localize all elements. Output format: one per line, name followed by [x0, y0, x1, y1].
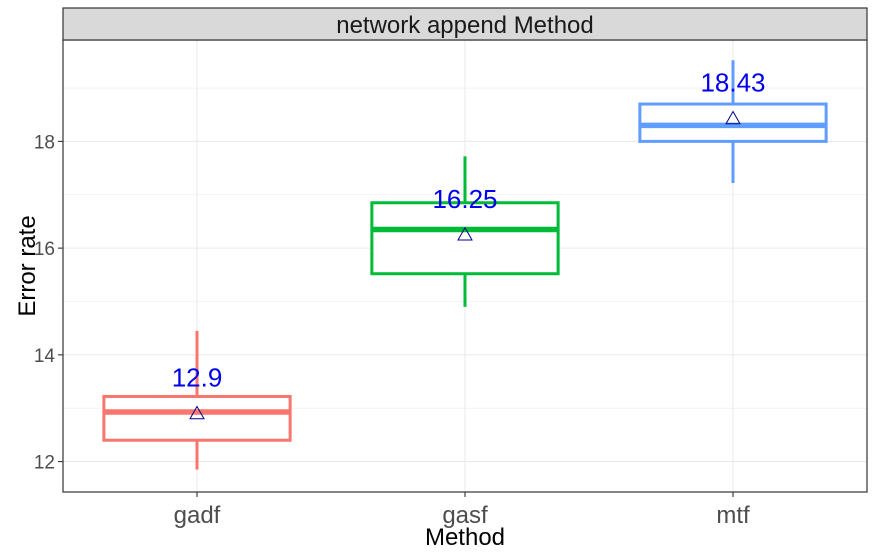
x-axis-title: Method	[425, 524, 505, 551]
x-tick-label: mtf	[716, 502, 750, 529]
box-mtf	[638, 60, 828, 184]
y-tick-label: 14	[34, 346, 56, 367]
box-series	[102, 60, 828, 470]
box-gasf	[370, 156, 560, 307]
mean-marker-gasf	[457, 226, 473, 241]
x-axis: gadf gasf mtf	[174, 492, 750, 529]
y-tick-label: 12	[34, 453, 55, 474]
x-tick-label: gasf	[442, 502, 488, 529]
mean-label-gadf: 12.9	[172, 363, 223, 393]
x-tick-label: gadf	[174, 502, 221, 529]
mean-label-mtf: 18.43	[700, 67, 765, 97]
mean-markers: 12.9 16.25 18.43	[172, 67, 766, 420]
box-body	[370, 201, 560, 276]
box-gadf	[102, 330, 292, 470]
facet-strip: network append Method	[62, 7, 868, 41]
facet-title: network append Method	[336, 12, 594, 39]
y-tick-label: 16	[34, 239, 55, 260]
mean-marker-gadf	[189, 405, 205, 420]
facet-strip-background	[62, 7, 868, 41]
y-axis: 12 14 16 18	[34, 132, 63, 474]
y-tick-label: 18	[34, 132, 55, 153]
mean-label-gasf: 16.25	[432, 184, 497, 214]
y-axis-title: Error rate	[14, 215, 41, 316]
mean-marker-mtf	[725, 110, 741, 125]
